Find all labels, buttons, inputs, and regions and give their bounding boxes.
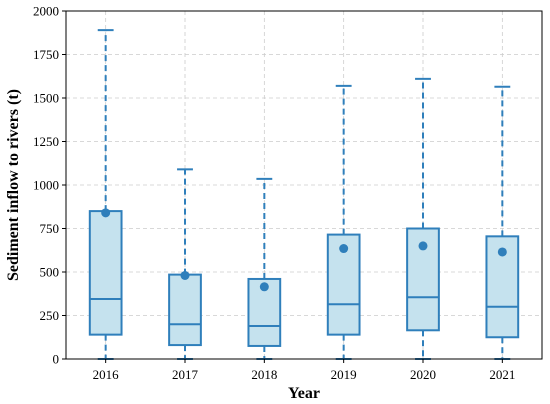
x-tick-label: 2018 [251, 367, 277, 382]
x-tick-label: 2021 [489, 367, 515, 382]
x-axis-title: Year [288, 385, 320, 402]
y-tick-label: 500 [40, 265, 60, 280]
box-2021 [485, 85, 520, 360]
y-tick-label: 1500 [33, 91, 59, 106]
y-axis-title: Sediment inflow to rivers (t) [5, 89, 22, 281]
box-2018 [247, 177, 282, 360]
mean-marker [497, 247, 507, 257]
y-tick-label: 1750 [33, 47, 59, 62]
x-axis: 2016 2017 2018 2019 2020 2021 [93, 359, 515, 382]
mean-marker [259, 282, 269, 292]
y-tick-label: 0 [53, 352, 60, 367]
x-tick-label: 2016 [93, 367, 120, 382]
iqr-box [88, 210, 123, 336]
y-tick-label: 750 [40, 221, 60, 236]
x-tick-label: 2017 [172, 367, 199, 382]
mean-marker [339, 244, 349, 254]
box-2019 [326, 84, 361, 360]
x-tick-label: 2019 [331, 367, 357, 382]
y-axis: 0 250 500 750 1000 1250 1500 1750 2000 [33, 4, 66, 367]
x-tick-label: 2020 [410, 367, 436, 382]
y-tick-label: 2000 [33, 4, 59, 19]
y-tick-label: 1250 [33, 134, 59, 149]
box-series [88, 29, 520, 360]
box-2020 [406, 77, 440, 360]
mean-marker [180, 270, 190, 280]
grid-lines [66, 10, 542, 360]
y-tick-label: 250 [40, 308, 60, 323]
mean-marker [101, 208, 111, 218]
iqr-box [168, 273, 202, 347]
mean-marker [418, 241, 428, 251]
y-tick-label: 1000 [33, 178, 59, 193]
box-2017 [168, 168, 202, 360]
